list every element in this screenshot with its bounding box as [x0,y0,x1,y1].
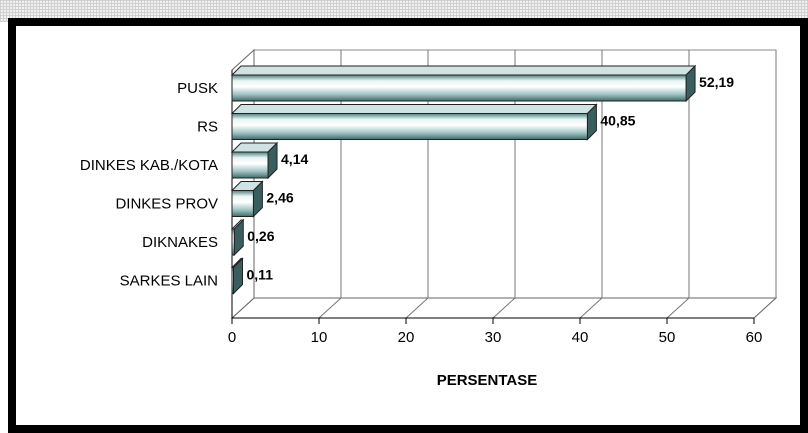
x-tick-label: 10 [311,329,328,346]
category-label: DIKNAKES [142,234,218,251]
decorative-top-strip [0,0,808,22]
x-axis-title: PERSENTASE [437,372,538,389]
gridline-floor [579,297,603,319]
gridline-floor [666,297,690,319]
x-tick-label: 50 [659,329,676,346]
bar [231,267,234,294]
category-label: DINKES PROV [115,196,218,213]
gridline-floor [753,297,777,319]
x-tick-label: 30 [485,329,502,346]
bar [231,228,235,256]
bar-top-face [230,65,697,76]
data-label: 0,26 [247,228,274,244]
data-label: 2,46 [266,190,293,206]
bar [231,74,687,102]
category-label: RS [197,119,218,136]
bar [231,151,269,179]
data-label: 4,14 [281,151,308,167]
data-label: 40,85 [600,113,635,129]
category-label: SARKES LAIN [120,273,218,290]
gridline-floor [405,297,429,319]
bar-top-face [230,104,598,114]
bar [231,190,254,217]
labels-layer: 0 10 20 30 40 50 60 PUSK 52,19 RS 40,85 DINKES KAB.… [80,74,762,346]
x-tick-label: 20 [398,329,415,346]
bars-layer [230,64,697,295]
category-label: PUSK [177,80,218,97]
x-tick-label: 40 [572,329,589,346]
bar [231,113,588,140]
x-tick-label: 0 [228,329,236,346]
category-label: DINKES KAB./KOTA [80,157,218,174]
gridline-floor [492,297,516,319]
data-label: 0,11 [247,267,274,283]
data-label: 52,19 [699,74,734,90]
gridline-floor [318,297,342,319]
x-tick-label: 60 [746,329,763,346]
